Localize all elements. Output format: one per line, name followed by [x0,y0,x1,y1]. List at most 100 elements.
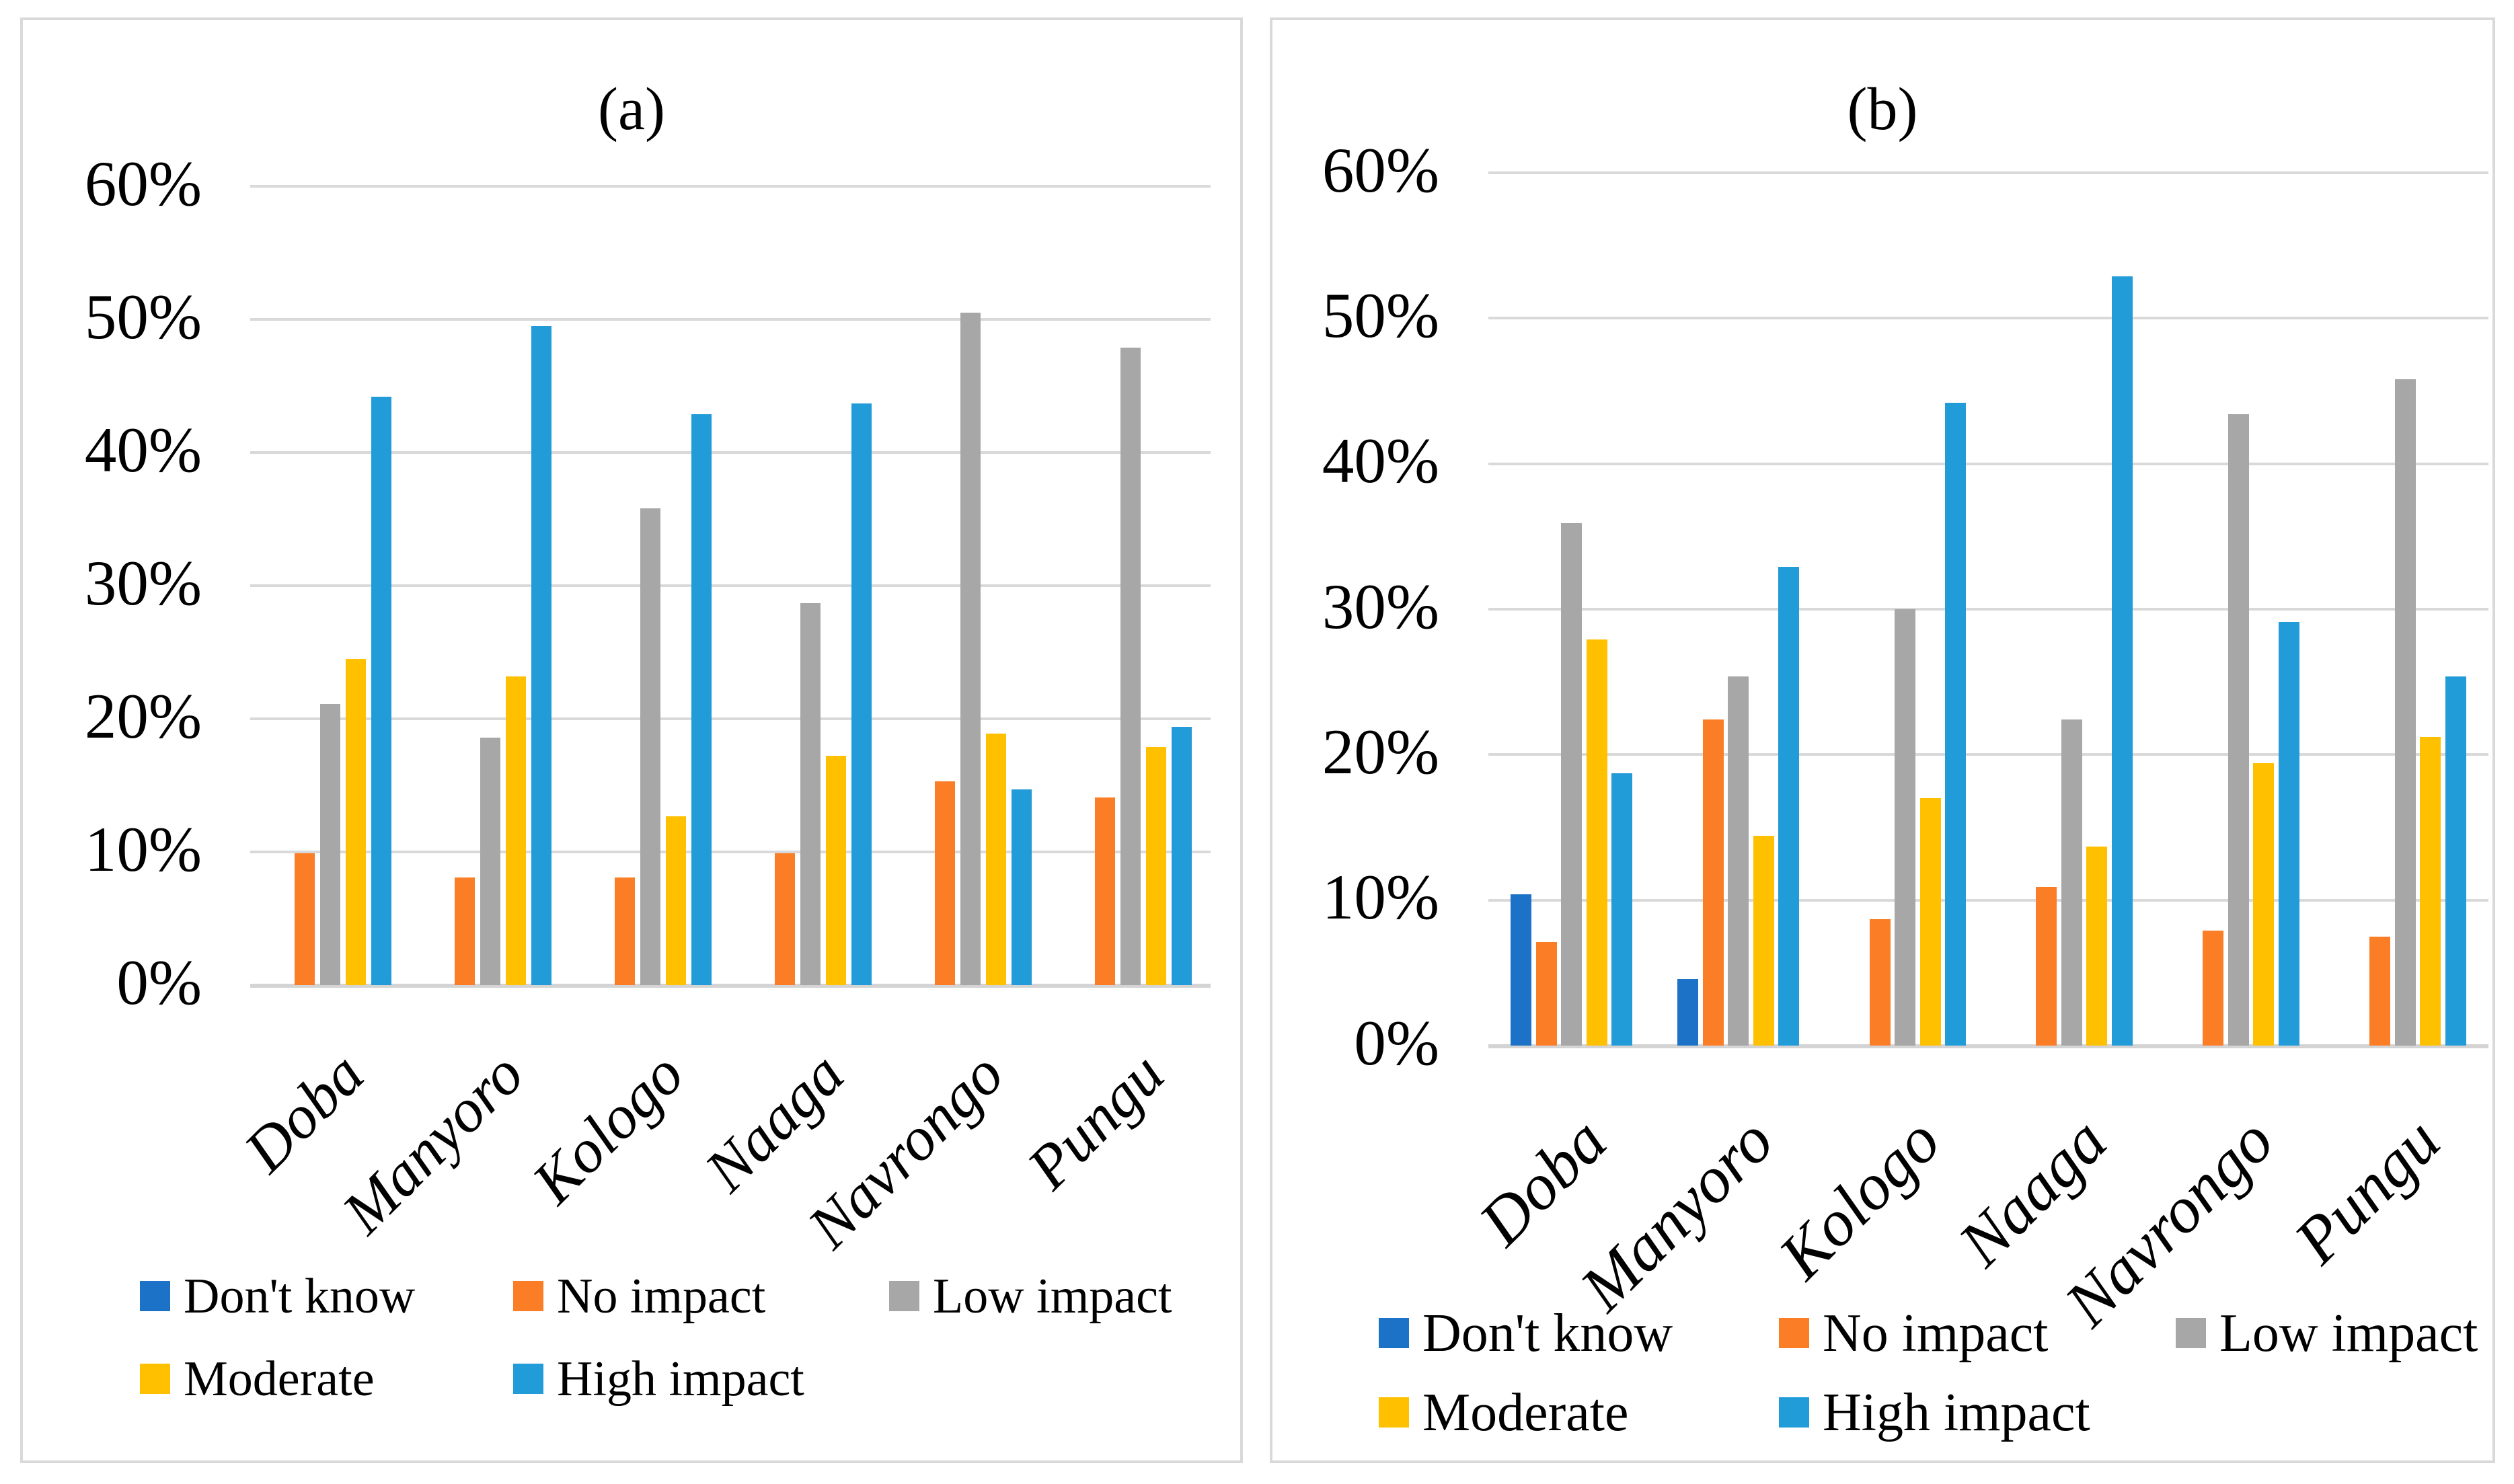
chart-panel-b: (b) 60% 50% 40% 30% 20% 10% 0% Doba Manyoro Kolog… [1270,17,2495,1463]
bar-b-kologo-no-impact [1869,919,1891,1046]
y-axis-label-20: 20% [1322,716,1439,788]
bar-b-doba-don-t-know [1511,894,1532,1046]
bar-a-doba-high-impact [371,396,392,985]
legend-swatch-low-impact [889,1281,919,1311]
legend-label-moderate: Moderate [184,1351,375,1407]
bar-b-naaga-low-impact [2061,719,2082,1046]
y-axis-label-30: 30% [84,547,202,619]
gridline-0 [250,984,1211,988]
bar-a-doba-no-impact [294,853,315,985]
bar-a-manyoro-high-impact [531,325,552,985]
y-axis-label-0: 0% [1354,1007,1439,1079]
bar-a-navrongo-low-impact [960,313,981,985]
x-axis-label-manyoro: Manyoro [329,1039,537,1247]
legend-label-low-impact: Low impact [933,1268,1172,1324]
bar-b-doba-moderate [1586,639,1607,1046]
bar-a-pungu-high-impact [1171,726,1192,985]
legend-label-don-t-know: Don't know [1422,1303,1673,1363]
plot-area-a [250,185,1211,988]
y-axis-label-10: 10% [1322,861,1439,933]
legend-item-moderate: Moderate [1379,1386,1629,1440]
bar-a-pungu-no-impact [1094,797,1116,985]
gridline-50 [250,318,1211,321]
legend-swatch-no-impact [513,1281,543,1311]
legend-swatch-don-t-know [140,1281,170,1311]
bar-a-naaga-low-impact [800,602,821,985]
gridline-40 [250,451,1211,454]
bar-a-doba-moderate [345,658,367,985]
bar-b-kologo-low-impact [1895,609,1916,1046]
gridline-60 [250,185,1211,188]
y-axis-label-40: 40% [84,414,202,485]
y-axis-label-10: 10% [84,813,202,885]
legend-label-no-impact: No impact [557,1268,766,1324]
bar-b-navrongo-moderate [2253,763,2275,1046]
bar-b-doba-no-impact [1535,942,1557,1046]
bar-b-naaga-no-impact [2036,887,2057,1046]
legend-item-no-impact: No impact [513,1272,765,1321]
bar-a-doba-low-impact [319,704,341,985]
bar-a-pungu-low-impact [1120,347,1141,985]
bar-b-kologo-high-impact [1945,402,1967,1046]
bar-a-kologo-high-impact [691,414,712,985]
legend-swatch-high-impact [513,1364,543,1394]
y-axis-label-0: 0% [116,946,202,1018]
bar-b-navrongo-low-impact [2227,414,2249,1046]
bar-b-navrongo-high-impact [2278,622,2299,1046]
x-axis-label-doba: Doba [1465,1104,1621,1259]
bar-a-naaga-moderate [825,756,847,985]
bar-a-kologo-moderate [665,816,687,985]
bar-b-manyoro-moderate [1753,836,1774,1046]
bar-a-kologo-low-impact [640,508,661,985]
bar-b-doba-high-impact [1611,773,1633,1046]
x-axis-label-kologo: Kologo [519,1039,697,1217]
bar-b-pungu-high-impact [2445,676,2466,1046]
gridline-60 [1488,171,2488,174]
bar-a-manyoro-moderate [505,676,527,985]
plot-area-b [1488,171,2488,1048]
chart-panel-a: (a) 60% 50% 40% 30% 20% 10% 0% Doba Manyoro Kolog… [20,17,1243,1463]
bar-b-doba-low-impact [1561,523,1583,1046]
bar-a-manyoro-no-impact [454,877,475,985]
legend-swatch-low-impact [2176,1318,2206,1348]
x-axis-label-pungu: Pungu [2281,1104,2454,1278]
gridline-50 [1488,317,2488,320]
bar-b-naaga-high-impact [2111,276,2133,1046]
bar-b-manyoro-don-t-know [1677,978,1699,1046]
bar-b-navrongo-no-impact [2203,931,2224,1046]
bar-b-pungu-moderate [2420,737,2441,1046]
bar-a-pungu-moderate [1145,746,1167,985]
bar-a-manyoro-low-impact [480,737,501,985]
legend-swatch-moderate [1379,1397,1409,1428]
bar-b-manyoro-low-impact [1728,676,1749,1046]
bar-b-manyoro-no-impact [1702,719,1724,1046]
gridline-20 [250,717,1211,720]
y-axis-label-40: 40% [1322,425,1439,497]
legend-item-no-impact: No impact [1779,1306,2048,1360]
chart-title-a: (a) [598,76,665,143]
y-axis-label-60: 60% [1322,134,1439,206]
bar-b-kologo-moderate [1919,798,1941,1046]
legend-swatch-no-impact [1779,1318,1809,1348]
legend-label-moderate: Moderate [1422,1382,1629,1442]
bar-a-navrongo-moderate [985,733,1007,985]
legend-label-don-t-know: Don't know [184,1268,416,1324]
bar-b-manyoro-high-impact [1778,567,1800,1046]
legend-label-no-impact: No impact [1823,1303,2049,1363]
y-axis-label-30: 30% [1322,570,1439,642]
legend-swatch-moderate [140,1364,170,1394]
bar-a-naaga-no-impact [774,853,796,985]
bar-a-navrongo-high-impact [1011,789,1032,985]
bar-b-pungu-no-impact [2369,936,2391,1046]
gridline-30 [1488,608,2488,611]
legend-item-moderate: Moderate [140,1354,375,1404]
gridline-40 [1488,462,2488,465]
bar-b-pungu-low-impact [2394,379,2416,1046]
y-axis-label-50: 50% [84,280,202,352]
bar-a-kologo-no-impact [614,877,636,985]
legend-label-high-impact: High impact [557,1351,804,1407]
legend-swatch-high-impact [1779,1397,1809,1428]
legend-label-low-impact: Low impact [2219,1303,2478,1363]
x-axis-label-pungu: Pungu [1014,1039,1177,1202]
